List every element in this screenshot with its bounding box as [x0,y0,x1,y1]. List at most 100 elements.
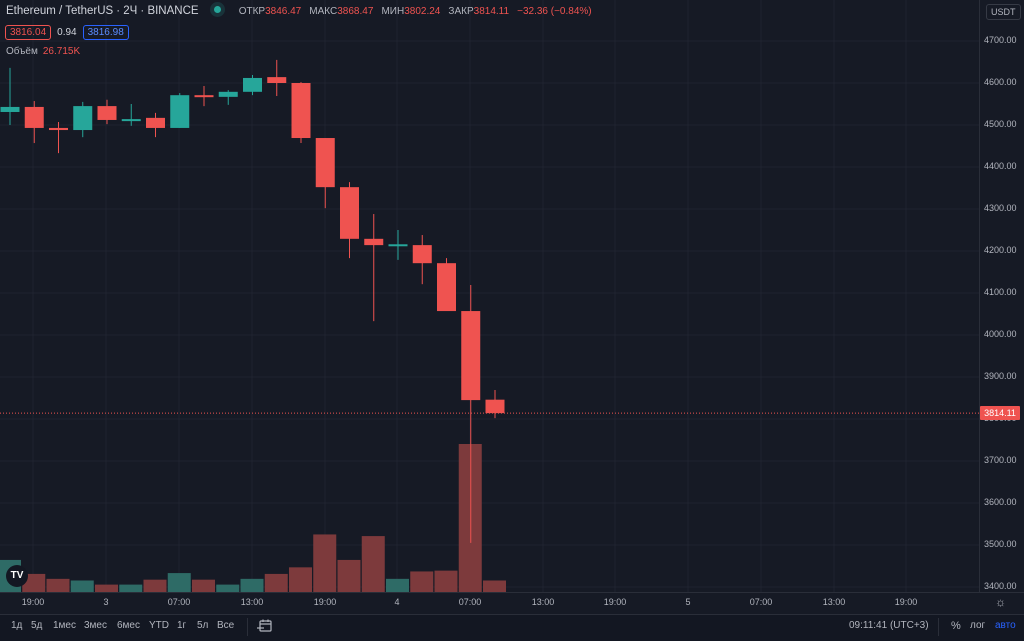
candle-body [24,106,44,128]
volume-bar [386,578,409,592]
candle-body [170,95,190,128]
symbol-title[interactable]: Ethereum / TetherUS [6,5,114,17]
time-tick: 4 [394,597,400,607]
volume-bar [483,580,506,592]
time-tick: 07:00 [167,597,191,607]
time-tick: 07:00 [458,597,482,607]
interval-label[interactable]: 2Ч [123,5,138,17]
volume-bar [216,584,240,592]
price-tick: 3700.00 [984,455,1017,465]
auto-scale-toggle[interactable]: авто [995,620,1016,631]
candle-body [49,127,68,131]
candle-body [218,91,238,97]
symbol-legend: Ethereum / TetherUS · 2Ч · BINANCE ОТКР3… [6,5,592,17]
volume-bar [22,573,46,592]
time-tick: 3 [103,597,109,607]
candle-body [437,263,456,312]
candle-body [340,187,359,239]
volume-bar [167,573,191,592]
chart-pane[interactable]: Ethereum / TetherUS · 2Ч · BINANCE ОТКР3… [0,0,979,592]
volume-bar [95,584,118,592]
candle-body [267,77,287,83]
time-tick: 13:00 [822,597,846,607]
price-tick: 3900.00 [984,371,1017,381]
settings-gear-icon[interactable]: ☼ [995,595,1006,609]
price-tick: 3400.00 [984,581,1017,591]
time-tick: 19:00 [894,597,918,607]
volume-bar [46,578,70,592]
candle-body [0,106,20,112]
price-tick: 4300.00 [984,203,1017,213]
go-to-date-icon[interactable] [257,619,273,633]
candle-body [291,83,311,139]
volume-bar [434,570,458,592]
log-scale-toggle[interactable]: лог [970,620,986,631]
high-label: МАКС [309,6,338,17]
low-value: 3802.24 [404,6,441,17]
time-tick: 19:00 [603,597,627,607]
price-tick: 4200.00 [984,245,1017,255]
volume-legend: Объём 26.715K [6,46,80,57]
market-status-icon[interactable] [213,6,221,13]
percent-scale-toggle[interactable]: % [951,620,961,632]
tradingview-logo-icon[interactable]: TV [6,565,28,587]
range-button-1[interactable]: 5д [31,620,43,631]
last-price-label: 3814.11 [980,406,1020,420]
close-label: ЗАКР [448,6,474,17]
candle-body [194,95,214,98]
candle-body [121,119,141,122]
candle-body [97,106,117,120]
range-button-2[interactable]: 1мес [53,620,76,631]
spread-value: 0.94 [57,27,77,38]
open-value: 3846.47 [265,6,302,17]
candle-body [73,106,93,131]
toolbar-divider [938,618,939,636]
volume-bar [70,580,94,592]
close-value: 3814.11 [473,6,510,17]
bottom-toolbar [0,614,1024,641]
time-tick: 07:00 [749,597,773,607]
sell-price-button[interactable]: 3816.04 [5,25,52,40]
candlestick-chart[interactable] [0,0,979,592]
volume-bar [410,571,434,592]
volume-bar [361,536,385,592]
range-button-8[interactable]: Все [217,620,235,631]
low-label: МИН [381,6,405,17]
price-tick: 3600.00 [984,497,1017,507]
range-button-7[interactable]: 5л [197,620,209,631]
range-button-0[interactable]: 1д [11,620,23,631]
currency-button[interactable]: USDT [986,4,1021,20]
volume-bar [264,573,288,592]
time-tick: 13:00 [531,597,555,607]
range-button-5[interactable]: YTD [149,620,169,631]
volume-bar [337,559,361,592]
time-tick: 5 [685,597,691,607]
price-tick: 4400.00 [984,161,1017,171]
candle-body [461,311,481,401]
candle-body [146,117,165,128]
volume-label: Объём [6,46,38,57]
change-value: −32.36 (−0.84%) [517,6,592,17]
time-tick: 13:00 [240,597,264,607]
range-button-4[interactable]: 6мес [117,620,140,631]
range-button-3[interactable]: 3мес [84,620,107,631]
volume-bar [289,567,312,592]
candle-body [485,399,505,414]
candle-body [364,238,384,246]
open-label: ОТКР [238,6,266,17]
buy-price-button[interactable]: 3816.98 [82,25,129,40]
time-tick: 19:00 [21,597,45,607]
price-tick: 4600.00 [984,77,1017,87]
range-button-6[interactable]: 1г [177,620,187,631]
high-value: 3868.47 [337,6,374,17]
candle-body [388,244,408,247]
time-scale[interactable] [0,592,1024,615]
volume-value: 26.715K [42,46,81,57]
toolbar-divider [247,618,248,636]
volume-bar [143,579,167,592]
candle-body [243,77,262,92]
clock-timezone[interactable]: 09:11:41 (UTC+3) [849,620,929,631]
price-scale[interactable] [979,0,1024,592]
candle-body [412,245,432,264]
price-tick: 4500.00 [984,119,1017,129]
